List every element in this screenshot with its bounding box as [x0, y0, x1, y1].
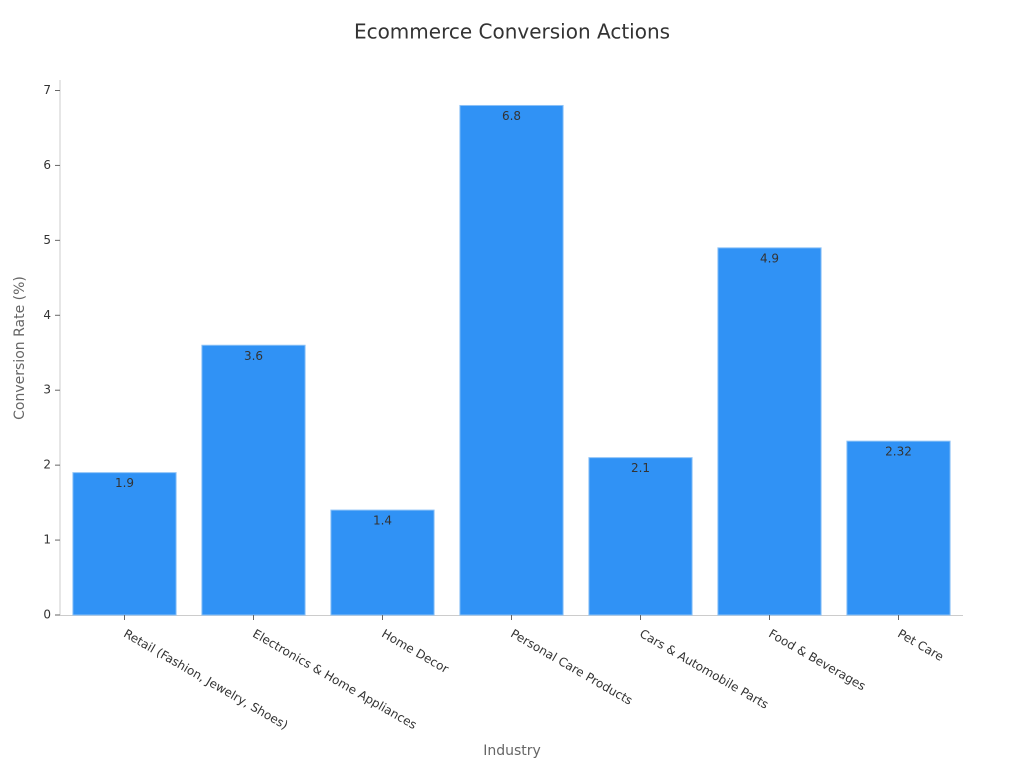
- y-tick-label: 0: [43, 608, 51, 622]
- data-label: 6.8: [502, 109, 521, 123]
- data-label: 4.9: [760, 251, 779, 265]
- y-tick-label: 4: [43, 308, 51, 322]
- data-label: 2.1: [631, 461, 650, 475]
- y-tick-label: 7: [43, 83, 51, 97]
- bar: [846, 440, 951, 616]
- x-tick-label: Pet Care: [895, 627, 946, 664]
- data-label: 1.4: [373, 514, 392, 528]
- x-tick-label: Cars & Automobile Parts: [637, 627, 771, 712]
- x-axis-title: Industry: [483, 743, 541, 759]
- y-axis-title: Conversion Rate (%): [12, 276, 28, 420]
- x-tick-label: Food & Beverages: [766, 627, 868, 694]
- chart-title: Ecommerce Conversion Actions: [354, 20, 670, 44]
- data-label: 3.6: [244, 349, 263, 363]
- y-tick-label: 3: [43, 383, 51, 397]
- y-tick-label: 1: [43, 533, 51, 547]
- bar: [72, 472, 177, 616]
- bar: [717, 247, 822, 616]
- x-tick-label: Home Decor: [379, 627, 451, 677]
- data-label: 1.9: [115, 476, 134, 490]
- y-tick-label: 6: [43, 158, 51, 172]
- bar: [459, 104, 564, 616]
- data-label: 2.32: [885, 445, 912, 459]
- x-tick-label: Personal Care Products: [508, 627, 635, 708]
- y-tick-label: 5: [43, 233, 51, 247]
- y-tick-label: 2: [43, 458, 51, 472]
- bar: [201, 344, 306, 616]
- bar: [330, 509, 435, 616]
- bar: [588, 457, 693, 616]
